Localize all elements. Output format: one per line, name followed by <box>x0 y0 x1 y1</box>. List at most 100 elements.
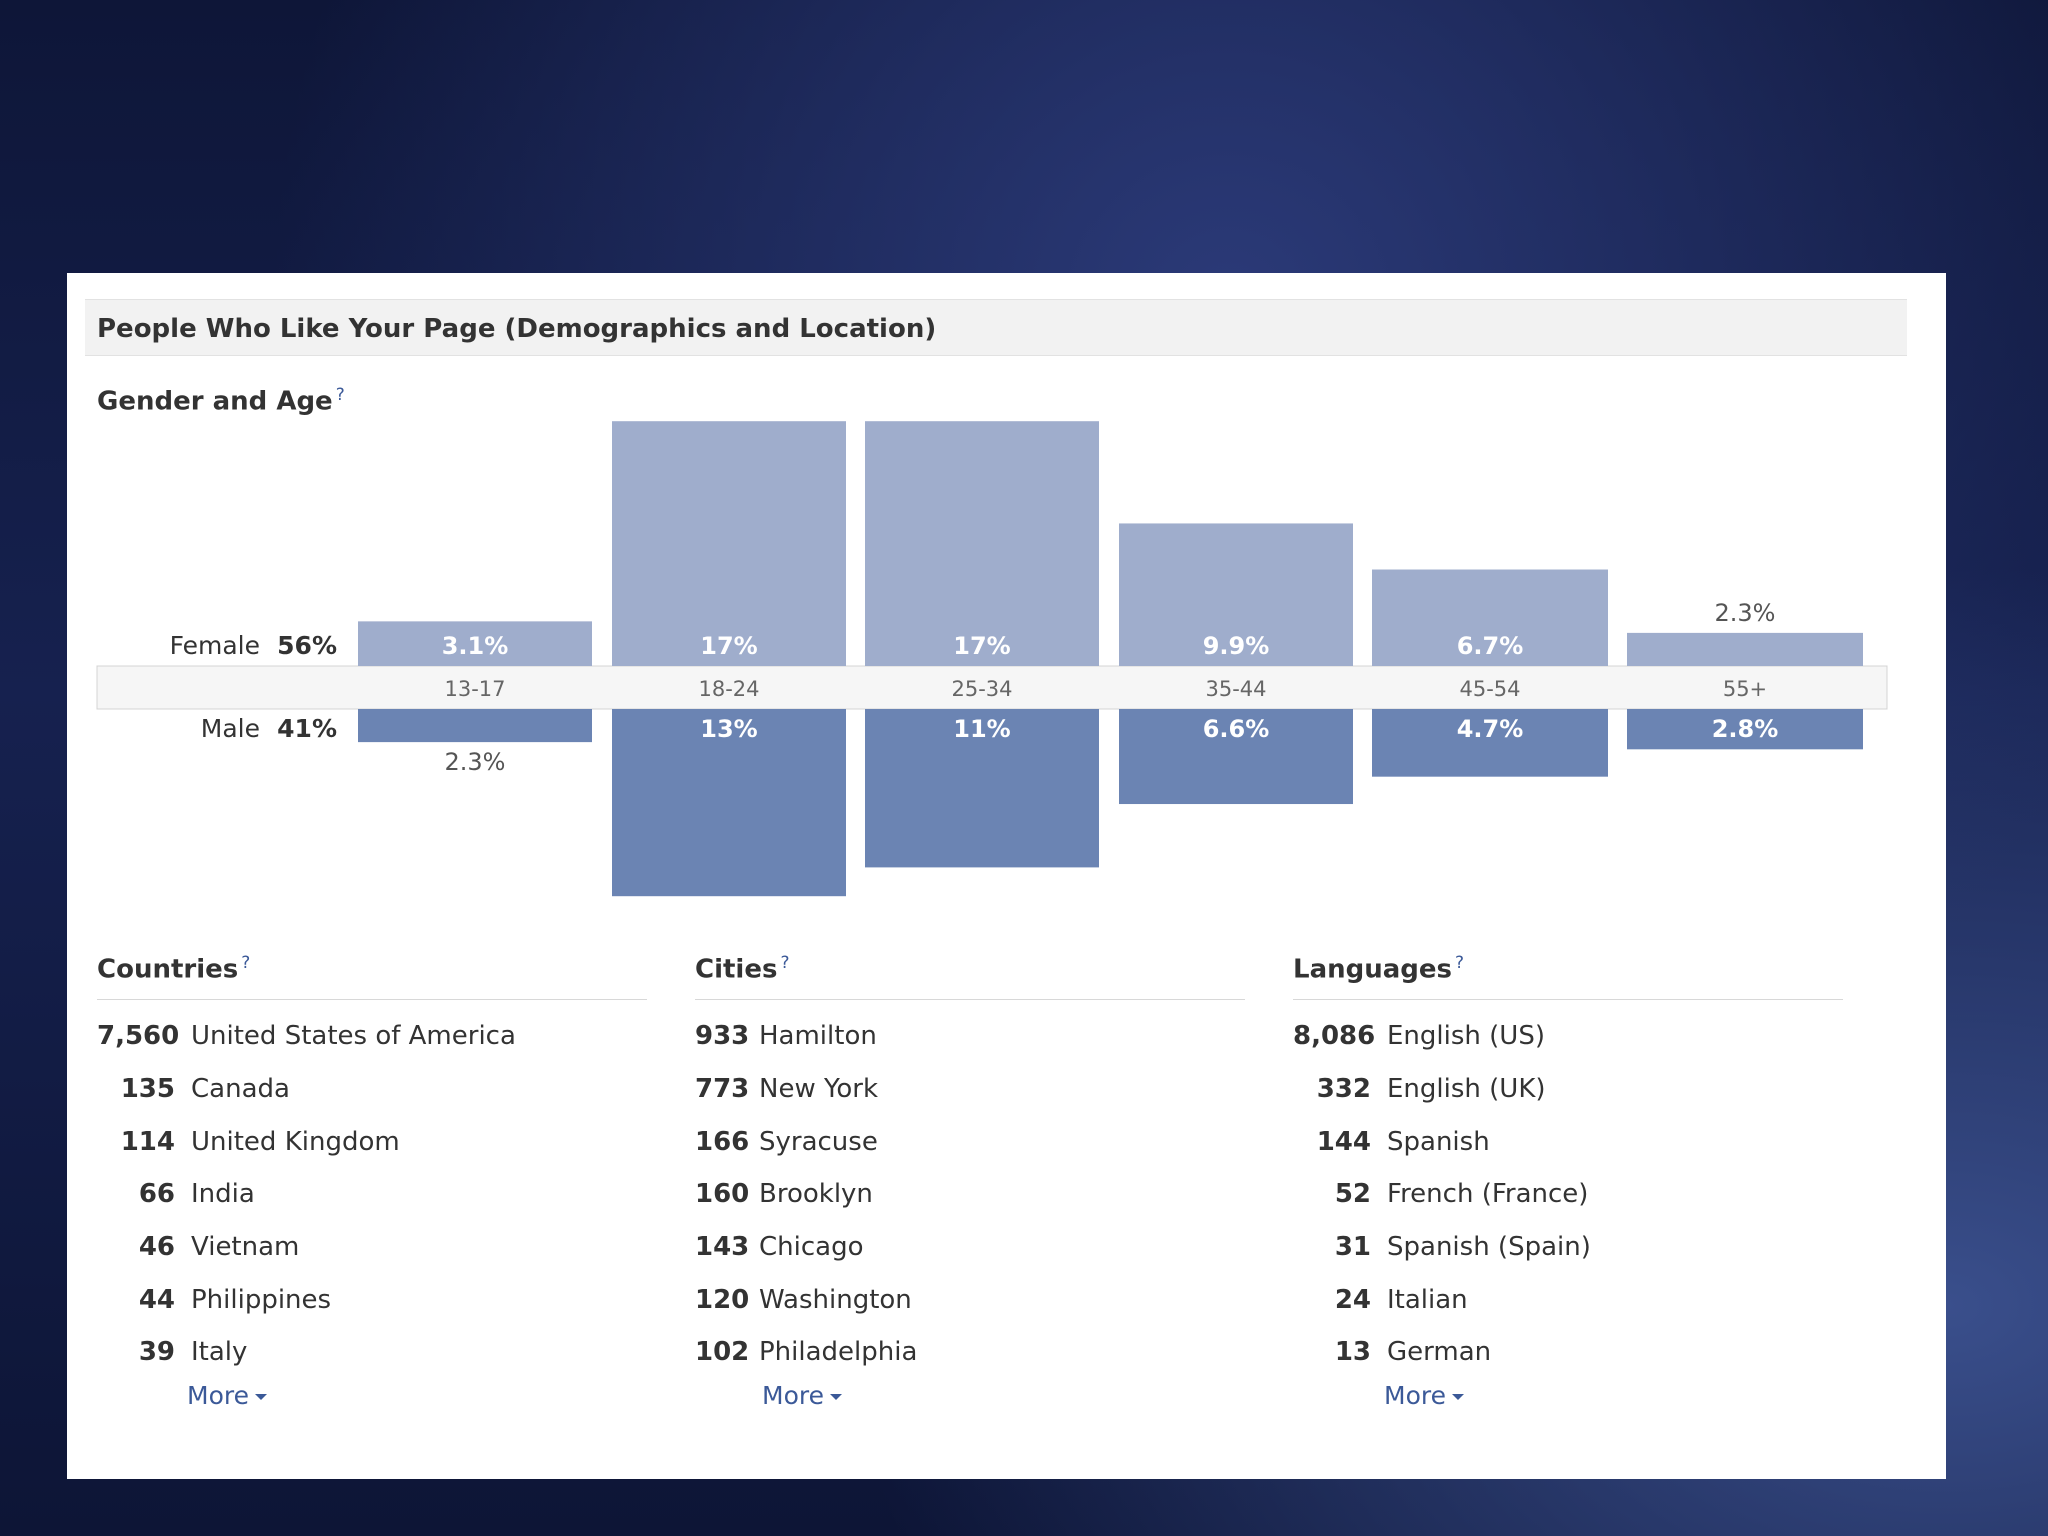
list-item-name: New York <box>759 1074 879 1105</box>
age-tick-label: 35-44 <box>1205 677 1266 701</box>
list-item: 44 Philippines <box>97 1273 647 1326</box>
list-item: 933 Hamilton <box>695 1010 1245 1063</box>
cities-header: Cities? <box>695 953 1245 993</box>
list-item-name: Philadelphia <box>759 1337 918 1368</box>
cities-section: Cities? 933 Hamilton 773 New York 166 Syracus… <box>695 953 1245 1379</box>
countries-header: Countries? <box>97 953 647 993</box>
list-item-name: English (US) <box>1387 1021 1545 1052</box>
male-data-label: 11% <box>953 715 1010 743</box>
gender-age-help-icon[interactable]: ? <box>335 385 345 405</box>
list-item: 135 Canada <box>97 1063 647 1116</box>
list-item-name: Italian <box>1387 1284 1468 1315</box>
list-item: 31 Spanish (Spain) <box>1293 1221 1843 1274</box>
list-item-count: 52 <box>1334 1179 1371 1210</box>
list-item-count: 114 <box>120 1126 175 1157</box>
age-tick-label: 45-54 <box>1459 677 1520 701</box>
cities-more-link[interactable]: More <box>762 1381 842 1410</box>
list-item-count: 933 <box>695 1021 750 1052</box>
countries-divider <box>97 999 647 1000</box>
list-item-count: 102 <box>695 1337 750 1368</box>
list-item-count: 773 <box>695 1074 750 1105</box>
list-item-name: Italy <box>191 1337 248 1368</box>
languages-title: Languages? <box>1293 953 1464 985</box>
list-item: 114 United Kingdom <box>97 1115 647 1168</box>
list-item: 102 Philadelphia <box>695 1326 1245 1379</box>
languages-divider <box>1293 999 1843 1000</box>
cities-help-icon[interactable]: ? <box>780 953 790 973</box>
female-bar-18-24 <box>612 421 846 666</box>
female-data-label: 6.7% <box>1457 632 1524 660</box>
list-item-count: 7,560 <box>97 1021 180 1052</box>
gender-age-title: Gender and Age? <box>97 385 345 417</box>
countries-title-text: Countries <box>97 954 239 985</box>
countries-section: Countries? 7,560 United States of America… <box>97 953 647 1379</box>
male-data-label: 13% <box>700 715 757 743</box>
panel-header: People Who Like Your Page (Demographics … <box>85 299 1907 356</box>
gender-age-title-text: Gender and Age <box>97 386 333 417</box>
list-item-count: 120 <box>695 1284 750 1315</box>
list-item-name: German <box>1387 1337 1492 1368</box>
cities-divider <box>695 999 1245 1000</box>
age-tick-label: 13-17 <box>444 677 505 701</box>
chevron-down-icon <box>829 1394 842 1400</box>
languages-title-text: Languages <box>1293 954 1453 985</box>
male-bar-25-34 <box>865 709 1099 868</box>
list-item: 24 Italian <box>1293 1273 1843 1326</box>
male-bar-18-24 <box>612 709 846 897</box>
list-item-name: Washington <box>759 1284 912 1315</box>
age-tick-label: 55+ <box>1723 677 1767 701</box>
list-item-count: 44 <box>138 1284 175 1315</box>
countries-more-text: More <box>187 1381 249 1410</box>
list-item-count: 135 <box>120 1074 175 1105</box>
list-item-name: Canada <box>191 1074 290 1105</box>
panel-title: People Who Like Your Page (Demographics … <box>97 314 937 344</box>
female-bar-55+ <box>1627 632 1863 666</box>
list-item-name: French (France) <box>1387 1179 1589 1210</box>
list-item: 332 English (UK) <box>1293 1063 1843 1116</box>
countries-title: Countries? <box>97 953 250 985</box>
list-item-count: 166 <box>695 1126 750 1157</box>
list-item: 46 Vietnam <box>97 1221 647 1274</box>
male-bar-13-17 <box>358 709 592 743</box>
demographics-panel: People Who Like Your Page (Demographics … <box>67 273 1946 1479</box>
female-percent: 56% <box>277 631 337 660</box>
male-data-label: 2.3% <box>445 748 506 776</box>
female-data-label: 2.3% <box>1715 599 1776 627</box>
list-item: 13 German <box>1293 1326 1843 1379</box>
list-item-count: 143 <box>695 1232 750 1263</box>
list-item-name: Philippines <box>191 1284 332 1315</box>
female-bar-13-17 <box>358 621 592 666</box>
languages-more-link[interactable]: More <box>1384 1381 1464 1410</box>
female-bar-45-54 <box>1372 569 1608 666</box>
female-data-label: 17% <box>700 632 757 660</box>
list-item-name: Vietnam <box>191 1232 300 1263</box>
list-item-count: 66 <box>138 1179 175 1210</box>
languages-help-icon[interactable]: ? <box>1455 953 1465 973</box>
male-data-label: 6.6% <box>1203 715 1270 743</box>
list-item-count: 160 <box>695 1179 750 1210</box>
female-row-label: Female <box>170 631 260 660</box>
list-item-name: English (UK) <box>1387 1074 1546 1105</box>
female-bar-25-34 <box>865 421 1099 666</box>
list-item-count: 31 <box>1334 1232 1371 1263</box>
chevron-down-icon <box>1451 1394 1464 1400</box>
list-item-name: Syracuse <box>759 1126 878 1157</box>
countries-more-link[interactable]: More <box>187 1381 267 1410</box>
list-item: 773 New York <box>695 1063 1245 1116</box>
female-data-label: 9.9% <box>1203 632 1270 660</box>
list-item-name: Chicago <box>759 1232 864 1263</box>
list-item-name: United States of America <box>191 1021 516 1052</box>
gender-age-chart: 13-17 3.1% 2.3% 18-24 17% 13% 25-34 17% 11% 35-44… <box>96 421 1888 897</box>
list-item-name: Brooklyn <box>759 1179 873 1210</box>
list-item-name: Spanish (Spain) <box>1387 1232 1591 1263</box>
cities-list: 933 Hamilton 773 New York 166 Syracuse 160 Broo… <box>695 1010 1245 1379</box>
male-data-label: 2.8% <box>1712 715 1779 743</box>
list-item-count: 39 <box>138 1337 175 1368</box>
list-item: 7,560 United States of America <box>97 1010 647 1063</box>
list-item-name: Spanish <box>1387 1126 1490 1157</box>
list-item-name: United Kingdom <box>191 1126 400 1157</box>
age-tick-label: 18-24 <box>698 677 759 701</box>
age-tick-label: 25-34 <box>951 677 1012 701</box>
countries-help-icon[interactable]: ? <box>241 953 251 973</box>
languages-more-text: More <box>1384 1381 1446 1410</box>
